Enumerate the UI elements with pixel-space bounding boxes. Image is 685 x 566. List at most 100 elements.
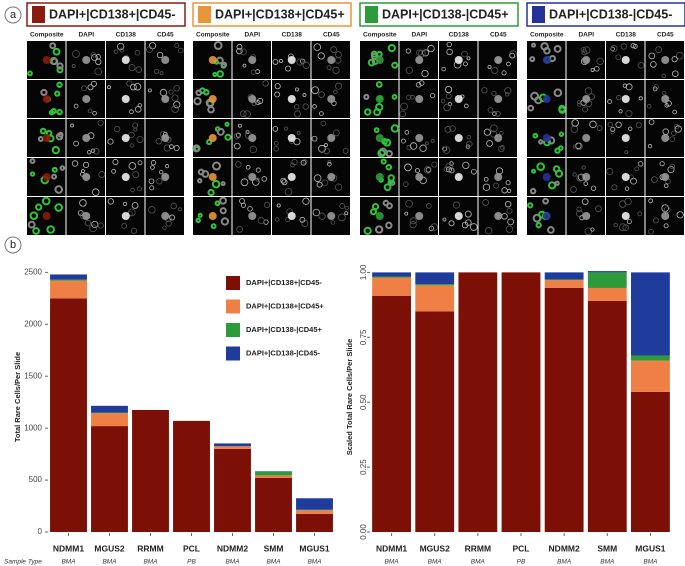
cell (536, 162, 546, 171)
bar-segment (501, 272, 541, 532)
cell (148, 178, 155, 185)
y-tick-label: 0.00 (359, 524, 368, 540)
cell (581, 165, 586, 170)
cell (672, 70, 679, 78)
cell (121, 222, 128, 229)
cell (216, 127, 225, 136)
cell (107, 138, 114, 145)
cell (648, 229, 654, 235)
cell (84, 219, 92, 227)
cell (48, 109, 55, 116)
target-cell (415, 173, 424, 181)
cell (648, 52, 656, 60)
cell (469, 223, 478, 231)
cell (383, 183, 392, 192)
cell (113, 125, 121, 133)
cell (52, 47, 61, 56)
cell (327, 160, 332, 165)
cell (249, 145, 258, 154)
cell (647, 144, 653, 149)
cell (107, 198, 114, 205)
cell (73, 103, 79, 109)
target-cell (454, 134, 463, 142)
target-cell (327, 95, 336, 103)
cell (494, 110, 501, 117)
cell (112, 158, 119, 165)
bar-segment (255, 471, 292, 476)
cell (595, 205, 602, 213)
cell (239, 110, 247, 118)
x-tick-label: SMM (264, 543, 284, 553)
header-swatch (532, 6, 545, 23)
cell (302, 93, 307, 97)
cell (672, 109, 678, 115)
target-cell (415, 56, 424, 64)
cell (263, 201, 271, 209)
cell (50, 57, 59, 66)
cell (154, 68, 160, 74)
cell (538, 139, 544, 145)
cell (94, 67, 103, 76)
cell (71, 160, 79, 167)
cell (401, 138, 406, 144)
target-cell (661, 173, 670, 181)
target-cell (287, 56, 296, 64)
cell (275, 217, 280, 222)
target-cell (494, 56, 503, 64)
cell (95, 58, 102, 66)
target-cell (542, 134, 551, 142)
x-tick-label: RRMM (137, 543, 163, 553)
target-cell (621, 173, 630, 181)
cell (302, 103, 309, 110)
cell (87, 108, 93, 114)
bar-segment (132, 409, 169, 532)
y-tick-label: 0.50 (359, 394, 368, 410)
cell (409, 142, 418, 150)
cell (130, 187, 135, 193)
cell (212, 71, 218, 77)
sample-type: BMA (102, 559, 116, 566)
cell (507, 218, 514, 226)
target-cell (161, 212, 170, 220)
column-header: CD138 (449, 32, 470, 39)
cell (240, 178, 249, 187)
cell (466, 140, 473, 148)
cell (584, 87, 593, 95)
cell (27, 220, 36, 229)
legend-swatch (226, 276, 240, 290)
cell (195, 89, 203, 97)
cell (272, 58, 279, 65)
bar-segment (372, 272, 411, 277)
bar-segment (91, 426, 128, 532)
cell (499, 130, 504, 136)
target-cell (82, 95, 91, 103)
cell (177, 207, 182, 212)
cell (213, 40, 223, 50)
cell (491, 66, 499, 75)
cell (626, 219, 632, 225)
y-tick-label: 1000 (24, 423, 42, 432)
target-cell (121, 173, 130, 181)
cell (234, 142, 241, 150)
cell (236, 43, 243, 50)
cell (173, 84, 180, 92)
target-cell (375, 212, 384, 220)
cell (203, 89, 210, 96)
cell (98, 171, 106, 178)
cell (461, 50, 468, 58)
cell (299, 216, 306, 223)
target-cell (161, 134, 170, 142)
cell (51, 166, 58, 173)
cell (320, 120, 327, 127)
cell (381, 138, 388, 145)
cell (471, 168, 477, 175)
cell (193, 96, 202, 106)
cell (197, 178, 203, 184)
panel-title: DAPI+|CD138+|CD45+ (215, 7, 345, 21)
y-tick-label: 0.75 (359, 329, 368, 345)
cell (634, 166, 640, 172)
cell (162, 225, 167, 230)
cell (616, 94, 622, 101)
cell (313, 174, 322, 182)
